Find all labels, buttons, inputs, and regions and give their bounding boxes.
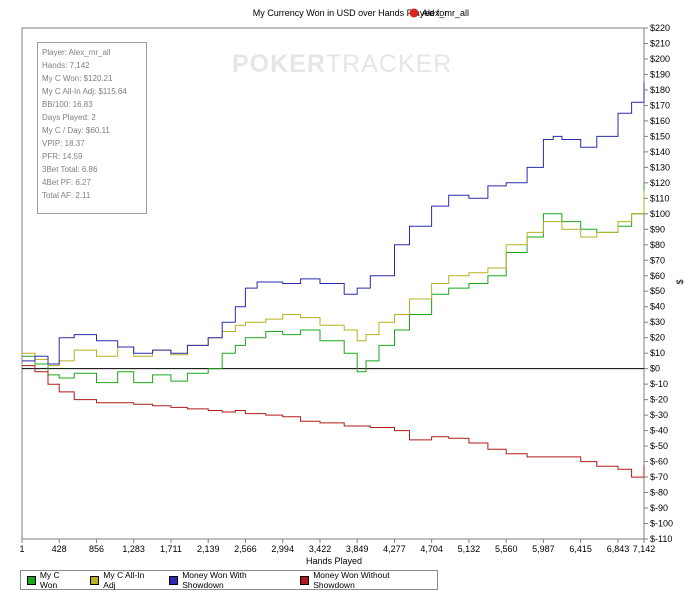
stat-line: 4Bet PF: 6.27	[42, 178, 91, 187]
tracker-watermark-text: TRACKER	[325, 50, 453, 78]
series-line-3	[22, 82, 645, 365]
chart-legend: My C Won My C All-In Adj Money Won With Sh…	[20, 570, 438, 590]
chart-title: My Currency Won in USD over Hands Played…	[253, 8, 447, 18]
y-tick-label: $10	[650, 348, 665, 358]
y-tick-label: $-50	[650, 441, 668, 451]
x-tick-label: 856	[89, 544, 104, 554]
y-tick-label: $-100	[650, 519, 673, 529]
x-tick-label: 5,987	[532, 544, 555, 554]
y-tick-label: $-60	[650, 457, 668, 467]
stat-line: 3Bet Total: 6.86	[42, 165, 98, 174]
y-tick-label: $-80	[650, 488, 668, 498]
legend-label: Money Won With Showdown	[182, 570, 247, 590]
x-tick-label: 1,283	[122, 544, 145, 554]
legend-swatch	[90, 575, 100, 585]
y-tick-label: $-110	[650, 534, 672, 544]
y-tick-label: $130	[650, 162, 670, 172]
y-tick-label: $50	[650, 286, 665, 296]
x-tick-label: 428	[52, 544, 67, 554]
x-tick-label: 4,277	[383, 544, 406, 554]
player-site-icon	[409, 8, 419, 18]
y-tick-label: $180	[650, 85, 670, 95]
y-tick-label: $100	[650, 209, 670, 219]
y-tick-label: $90	[650, 224, 665, 234]
stat-line: My C All-In Adj: $115.64	[42, 87, 127, 96]
y-tick-label: $-30	[650, 410, 668, 420]
stat-line: Player: Alex_mr_all	[42, 48, 111, 57]
y-axis-title: $	[675, 279, 685, 284]
y-tick-label: $-90	[650, 503, 668, 513]
y-tick-label: $-40	[650, 426, 668, 436]
x-tick-label: 3,849	[346, 544, 369, 554]
y-tick-label: $70	[650, 255, 665, 265]
x-tick-label: 2,139	[197, 544, 220, 554]
stat-line: VPIP: 18.37	[42, 139, 85, 148]
stat-line: My C / Day: $60.11	[42, 126, 110, 135]
y-tick-label: $-20	[650, 395, 668, 405]
x-tick-label: 2,566	[234, 544, 257, 554]
y-tick-label: $40	[650, 302, 665, 312]
x-axis-title: Hands Played	[306, 556, 362, 566]
legend-item: Money Won Without Showdown	[300, 570, 431, 590]
y-tick-label: $20	[650, 333, 665, 343]
legend-label: My C All-In Adj	[103, 570, 145, 590]
y-tick-label: $110	[650, 193, 669, 203]
stat-line: Days Played: 2	[42, 113, 96, 122]
stat-line: PFR: 14.59	[42, 152, 83, 161]
stat-line: Total AF: 2.11	[42, 191, 91, 200]
legend-item: Money Won With Showdown	[169, 570, 288, 590]
y-tick-label: $0	[650, 364, 660, 374]
legend-item: My C All-In Adj	[90, 570, 157, 590]
x-tick-label: 6,843	[607, 544, 630, 554]
y-tick-label: $170	[650, 100, 670, 110]
y-tick-label: $160	[650, 116, 670, 126]
x-tick-label: 1	[19, 544, 24, 554]
series-line-4	[22, 365, 645, 478]
y-tick-label: $220	[650, 23, 670, 33]
y-tick-label: $60	[650, 271, 665, 281]
y-tick-label: $150	[650, 131, 670, 141]
stat-line: BB/100: 16.83	[42, 100, 93, 109]
x-tick-label: 6,415	[569, 544, 592, 554]
x-tick-label: 3,422	[309, 544, 332, 554]
legend-swatch	[169, 575, 179, 585]
legend-item: My C Won	[27, 570, 78, 590]
legend-label: Money Won Without Showdown	[313, 570, 390, 590]
y-tick-label: $-70	[650, 472, 668, 482]
legend-swatch	[27, 575, 36, 585]
x-tick-label: 5,132	[458, 544, 481, 554]
pokertracker-watermark: POKERTRACKER	[232, 50, 452, 79]
stats-panel: Player: Alex_mr_all Hands: 7,142 My C Won:…	[37, 42, 147, 214]
x-tick-label: 5,560	[495, 544, 518, 554]
y-tick-label: $-10	[650, 379, 668, 389]
legend-swatch	[300, 575, 310, 585]
y-tick-label: $30	[650, 317, 665, 327]
y-tick-label: $140	[650, 147, 670, 157]
x-tick-label: 1,711	[160, 544, 182, 554]
stat-line: Hands: 7,142	[42, 61, 90, 70]
y-tick-label: $80	[650, 240, 665, 250]
poker-watermark-text: POKER	[232, 50, 326, 78]
y-tick-label: $120	[650, 178, 670, 188]
stat-line: My C Won: $120.21	[42, 74, 113, 83]
y-tick-label: $190	[650, 69, 670, 79]
x-tick-label: 7,142	[633, 544, 656, 554]
y-tick-label: $200	[650, 54, 670, 64]
x-tick-label: 4,704	[420, 544, 443, 554]
player-name: Alex_mr_all	[422, 8, 469, 18]
y-tick-label: $210	[650, 38, 670, 48]
spade-circle-icon	[409, 8, 419, 18]
legend-label: My C Won	[39, 570, 60, 590]
x-tick-label: 2,994	[271, 544, 294, 554]
